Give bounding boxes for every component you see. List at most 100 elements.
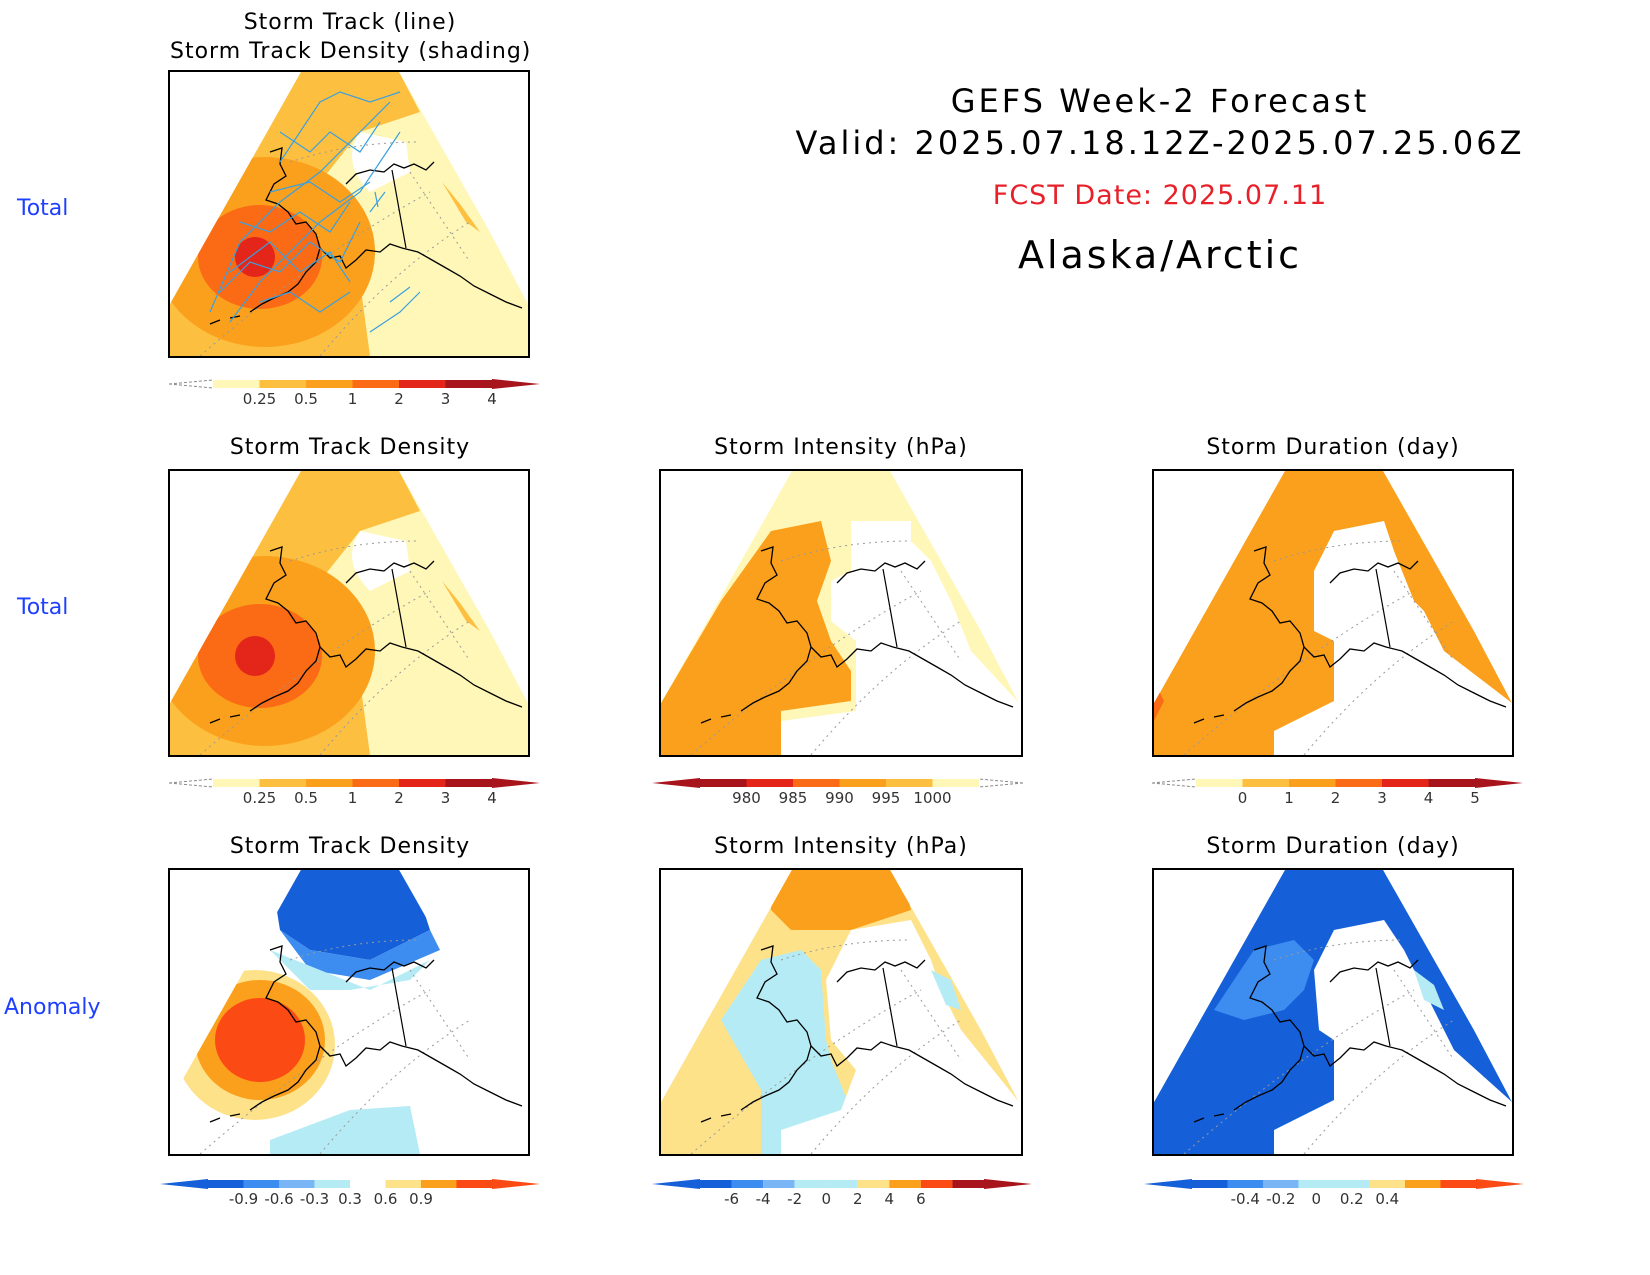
colorbar-swatch [1263,1180,1299,1188]
coastline [836,560,926,584]
density-anom-map-layer-1 [270,870,430,960]
colorbar-label: 980 [732,789,761,807]
coastline [265,546,523,708]
colorbar-swatch [700,1180,732,1188]
colorbar-label: -4 [755,1190,771,1208]
border-line [391,967,407,1047]
duration-anom-map-canvas [1154,870,1512,1154]
coastline [700,646,812,724]
colorbar-label: -2 [787,1190,803,1208]
border-line [1375,967,1391,1047]
colorbar-label: -0.4 [1230,1190,1260,1208]
colorbar-swatch [763,1180,795,1188]
colorbar-swatch [306,380,353,388]
colorbar-swatch [1289,779,1336,787]
coastline [700,1045,812,1123]
intensity-anom-map [659,868,1023,1156]
colorbar-label: 3 [440,390,451,408]
colorbar-label: 2 [852,1190,863,1208]
colorbar-swatch [259,779,306,787]
colorbar-swatch [352,779,399,787]
colorbar-label: -6 [724,1190,740,1208]
storm-track-lines [209,91,421,333]
colorbar-swatch [886,779,933,787]
coastline [209,646,321,724]
colorbar-swatch [1440,1180,1476,1188]
density-total-map [168,469,530,757]
colorbar-label: 0.2 [1339,1190,1364,1208]
row-label-total-2: Total [17,595,69,620]
colorbar-swatch [731,1180,764,1188]
colorbar-label: 2 [394,390,404,408]
border-line [391,568,407,648]
colorbar-label: 995 [871,789,901,807]
colorbar-label: 0.9 [409,1190,433,1208]
colorbar-label: 5 [1470,789,1480,807]
coastline [756,546,1014,708]
panel-title-duration-total: Storm Duration (day) [1206,435,1460,460]
density-total-map-layer-3 [310,471,398,531]
density-total-map-layer-6 [442,581,480,631]
panel-title-top-line1: Storm Track (line) [243,10,457,35]
colorbar-label: 0.5 [294,390,318,408]
colorbar-swatch [213,380,260,388]
colorbar-swatch [213,779,260,787]
panel-title-density-total: Storm Track Density [229,435,471,460]
border-line [882,967,898,1047]
colorbar-swatch [920,1180,953,1188]
panel-title-intensity-total: Storm Intensity (hPa) [714,435,968,460]
colorbar-label: 1 [347,789,358,807]
colorbar-label: 3 [1377,789,1387,807]
intensity-total-map [659,469,1023,757]
intensity-anom-map-layer-1 [771,870,911,930]
colorbar-label: 0.5 [294,789,318,807]
colorbar-swatch [456,1180,492,1188]
colorbar-swatch [1335,779,1382,787]
density-anom-map-layer-3 [270,950,430,990]
border-line [1375,568,1391,648]
density-anom-map [168,868,530,1156]
colorbar-label: 985 [778,789,808,807]
colorbar-swatch [314,1180,350,1188]
coastline [265,945,523,1107]
coastline [1249,546,1507,708]
colorbar-label: 4 [884,1190,895,1208]
colorbar-label: 0.25 [242,789,277,807]
storm-track-map-canvas [170,72,528,356]
colorbar-label: -0.9 [228,1190,259,1208]
density-anom-map-canvas [170,870,528,1154]
coastline [1249,945,1507,1107]
density-anom-map-layer-2 [280,930,440,980]
colorbar-swatch [1242,779,1289,787]
colorbar-label: 1 [1284,789,1294,807]
colorbar-swatch [421,1180,457,1188]
colorbar-swatch [350,1180,386,1188]
colorbar-label: 2 [1330,789,1341,807]
colorbar-label: 0 [1237,789,1248,807]
coastline [345,560,435,584]
colorbar-duration: 0 1 2 3 4 5 [1148,777,1523,807]
coastline [1329,959,1419,983]
colorbar-swatch [794,1180,827,1188]
colorbar-density-anomaly: -0.9 -0.6 -0.3 0.3 0.6 0.9 [160,1178,540,1208]
storm-track-map-layer-3 [310,72,398,132]
colorbar-label: -0.2 [1266,1190,1296,1208]
colorbar-label: 2 [394,789,404,807]
colorbar-label: 4 [487,789,497,807]
colorbar-label: 0.25 [242,390,277,408]
colorbar-swatch [243,1180,279,1188]
colorbar-swatch [1405,1180,1441,1188]
colorbar-label: 3 [440,789,451,807]
coastline [1329,560,1419,584]
density-total-map-layer-7 [352,531,410,591]
colorbar-label: 4 [487,390,497,408]
colorbar-label: 0 [1311,1190,1322,1208]
coastline [345,959,435,983]
border-line [882,568,898,648]
density-anom-map-layer-6 [215,998,305,1082]
colorbar-label: 0.3 [338,1190,362,1208]
region-name: Alaska/Arctic [1017,233,1303,277]
border-line [391,169,407,249]
colorbar-swatch [932,779,979,787]
colorbar-swatch [1298,1180,1334,1188]
